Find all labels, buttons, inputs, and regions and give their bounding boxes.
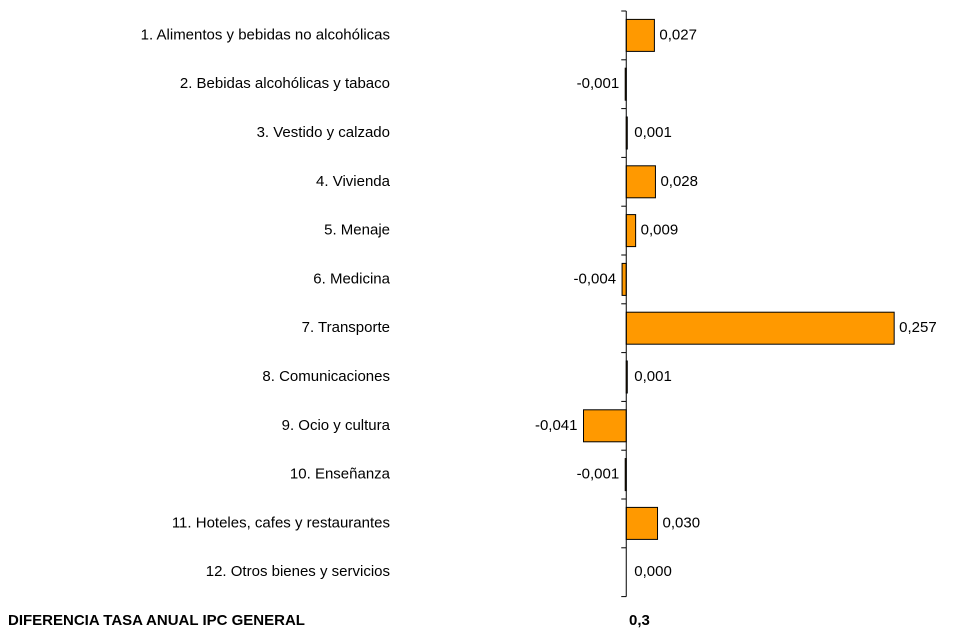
value-label: 0,028 — [660, 173, 698, 190]
value-label: 0,030 — [663, 514, 701, 531]
value-label: 0,001 — [634, 368, 672, 385]
category-label: 1. Alimentos y bebidas no alcohólicas — [141, 26, 390, 43]
value-label: -0,001 — [577, 75, 620, 92]
value-label: 0,009 — [641, 222, 679, 239]
category-label: 4. Vivienda — [316, 173, 391, 190]
category-label: 8. Comunicaciones — [262, 368, 390, 385]
total-label: DIFERENCIA TASA ANUAL IPC GENERAL — [8, 612, 305, 629]
value-label: 0,001 — [634, 124, 672, 141]
category-label: 6. Medicina — [313, 270, 390, 287]
bar — [625, 506, 659, 540]
category-label: 3. Vestido y calzado — [257, 124, 390, 141]
bar — [625, 18, 655, 52]
value-label: -0,041 — [535, 417, 578, 434]
category-label: 12. Otros bienes y servicios — [206, 563, 390, 580]
bar — [625, 165, 656, 199]
bar — [583, 409, 627, 443]
category-label: 10. Enseñanza — [290, 466, 391, 483]
value-label: -0,004 — [574, 270, 617, 287]
category-label: 9. Ocio y cultura — [282, 417, 391, 434]
value-label: 0,000 — [634, 563, 672, 580]
bar — [625, 214, 637, 248]
category-label: 5. Menaje — [324, 222, 390, 239]
value-label: -0,001 — [577, 466, 620, 483]
category-label: 11. Hoteles, cafes y restaurantes — [172, 514, 390, 531]
category-label: 2. Bebidas alcohólicas y tabaco — [180, 75, 390, 92]
bar — [625, 311, 895, 345]
bar — [621, 262, 627, 296]
category-label: 7. Transporte — [302, 319, 390, 336]
value-label: 0,027 — [659, 26, 697, 43]
total-value: 0,3 — [629, 612, 650, 629]
value-label: 0,257 — [899, 319, 937, 336]
